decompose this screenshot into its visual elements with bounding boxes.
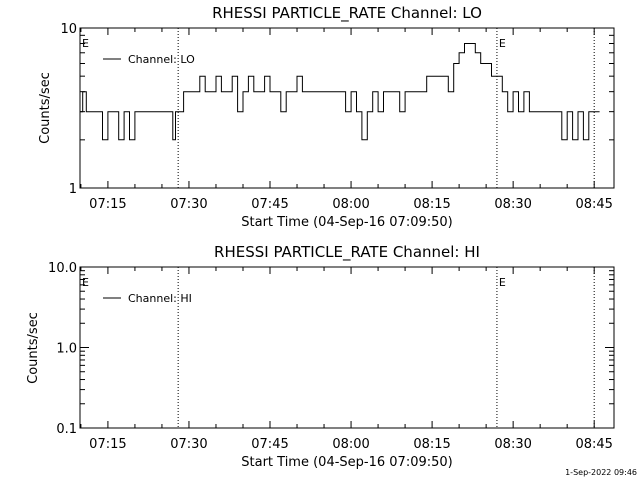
event-marker: E <box>499 37 506 50</box>
x-tick-label: 07:15 <box>89 197 126 212</box>
tick-layer: 07:15 07:30 07:45 08:00 08:15 08:30 08:45 0.1 1.… <box>48 261 614 452</box>
x-tick-label: 08:45 <box>575 437 612 452</box>
event-marker: E <box>82 276 89 289</box>
x-tick-label: 07:30 <box>170 197 207 212</box>
y-axis-label: Counts/sec <box>38 72 53 144</box>
x-tick-label: 07:15 <box>89 437 126 452</box>
generation-timestamp: 1-Sep-2022 09:46 <box>565 468 637 477</box>
x-tick-label: 07:30 <box>170 437 207 452</box>
y-tick-label: 10 <box>60 22 77 37</box>
chart-title: RHESSI PARTICLE_RATE Channel: HI <box>214 243 480 262</box>
y-axis-label: Counts/sec <box>26 312 41 384</box>
chart-panel-hi: RHESSI PARTICLE_RATE Channel: HI Counts/… <box>26 243 615 470</box>
legend: Channel: LO <box>103 53 195 66</box>
x-axis-label: Start Time (04-Sep-16 07:09:50) <box>241 455 452 470</box>
y-tick-label: 1.0 <box>56 342 77 357</box>
legend: Channel: HI <box>103 292 192 305</box>
event-marker: E <box>499 276 506 289</box>
legend-entry: Channel: HI <box>128 292 192 305</box>
y-tick-label: 1 <box>69 182 77 197</box>
series-line <box>80 43 600 141</box>
y-tick-label: 10.0 <box>48 261 77 276</box>
x-tick-label: 08:15 <box>413 197 450 212</box>
chart-panel-lo: RHESSI PARTICLE_RATE Channel: LO Counts/… <box>38 4 615 230</box>
x-tick-label: 08:15 <box>413 437 450 452</box>
plot-frame <box>79 27 615 189</box>
x-tick-label: 08:30 <box>494 197 531 212</box>
series-layer <box>80 43 600 141</box>
x-axis-label: Start Time (04-Sep-16 07:09:50) <box>241 215 452 230</box>
x-tick-label: 07:45 <box>251 437 288 452</box>
y-tick-label: 0.1 <box>56 422 77 437</box>
x-tick-label: 07:45 <box>251 197 288 212</box>
x-tick-label: 08:30 <box>494 437 531 452</box>
x-tick-label: 08:45 <box>575 197 612 212</box>
legend-entry: Channel: LO <box>128 53 195 66</box>
x-tick-label: 08:00 <box>332 197 369 212</box>
tick-layer: 07:15 07:30 07:45 08:00 08:15 08:30 08:45 1 10 <box>60 22 614 212</box>
x-tick-label: 08:00 <box>332 437 369 452</box>
chart-title: RHESSI PARTICLE_RATE Channel: LO <box>212 4 482 23</box>
event-marker: E <box>82 37 89 50</box>
